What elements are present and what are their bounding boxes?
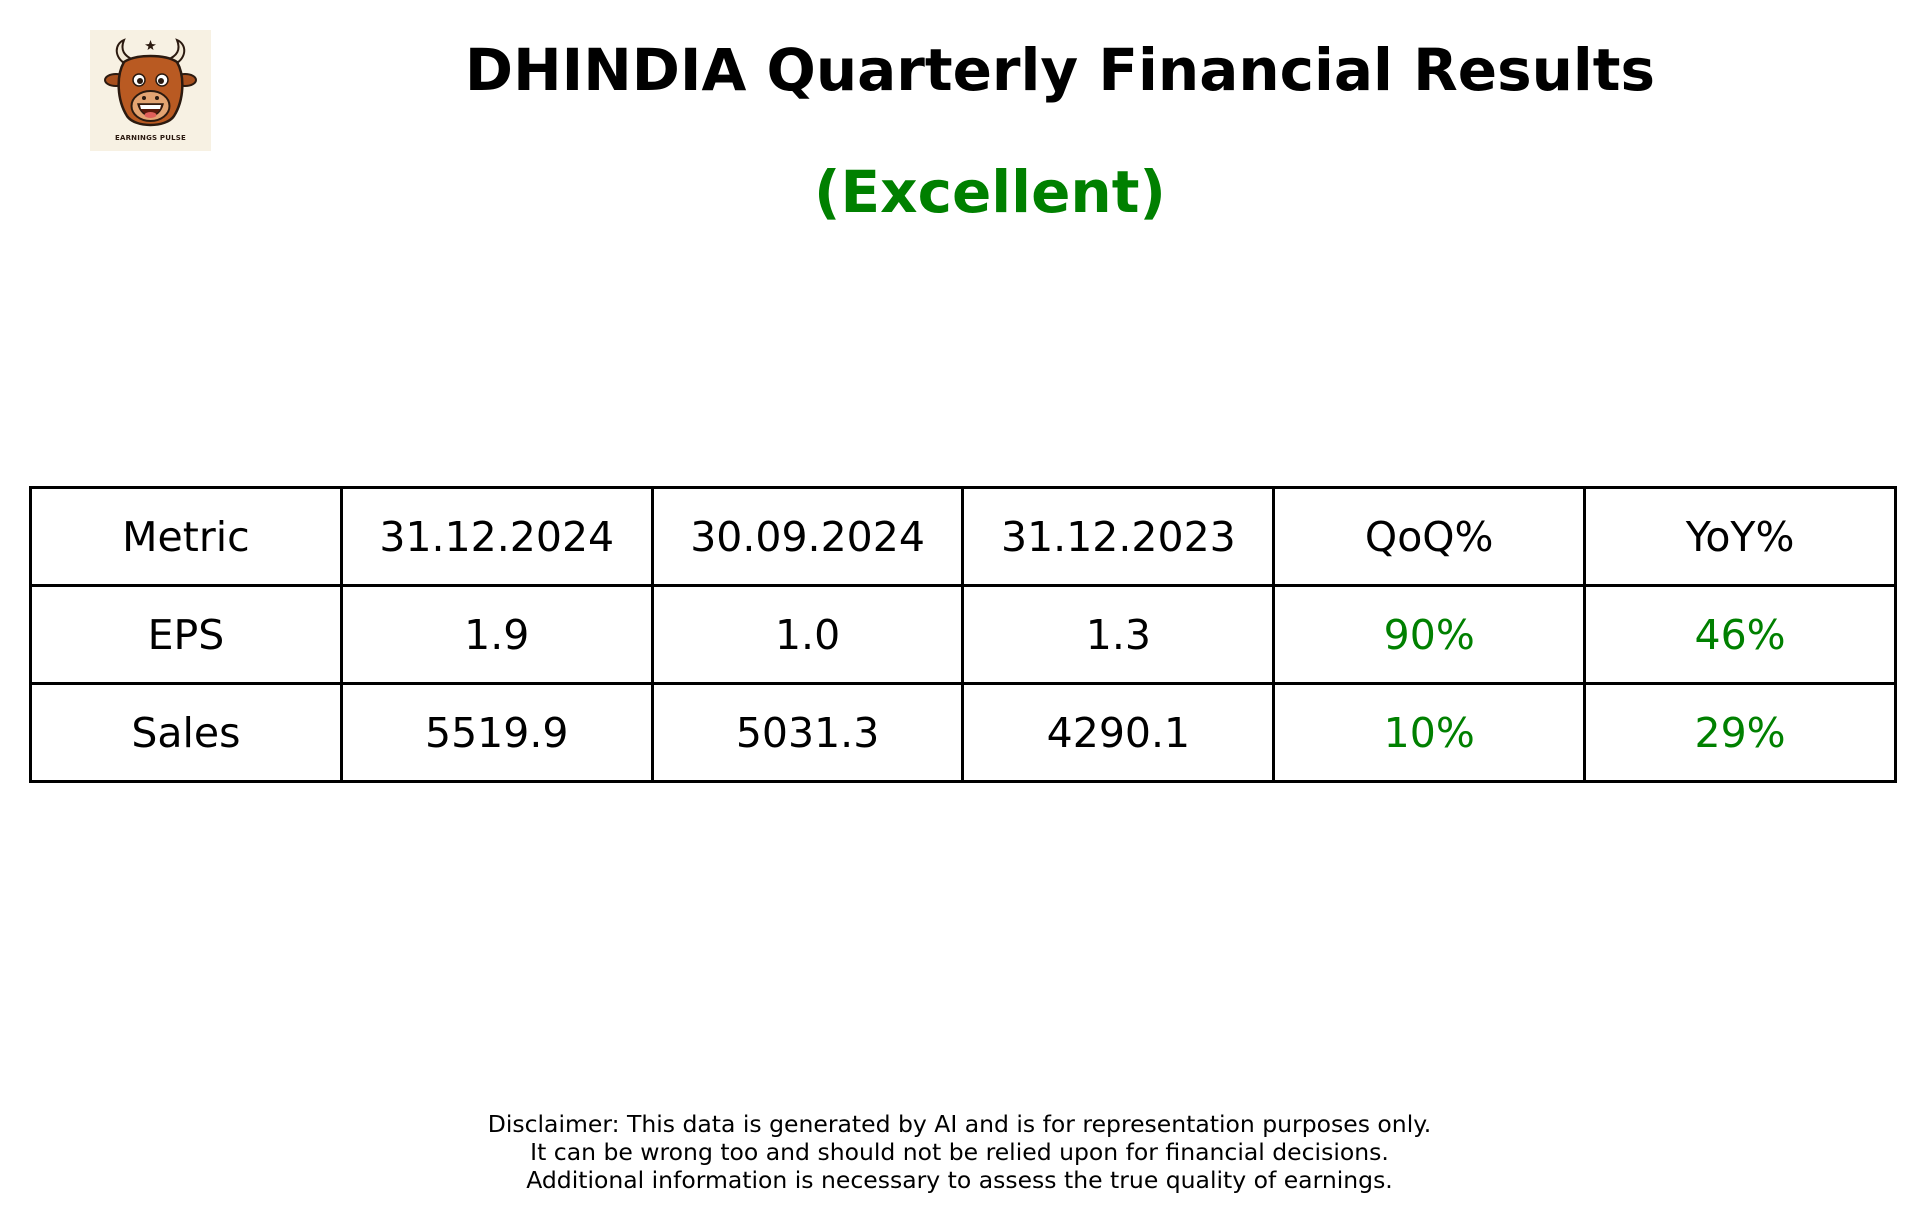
header-cell-metric: Metric — [29, 486, 343, 587]
disclaimer: Disclaimer: This data is generated by AI… — [0, 1110, 1919, 1194]
header-cell-yoy: YoY% — [1583, 486, 1897, 587]
metric-cell: EPS — [29, 584, 343, 685]
value-cell-previous-quarter: 1.0 — [650, 584, 965, 685]
yoy-change-cell: 46% — [1583, 584, 1897, 685]
value-cell-current: 5519.9 — [339, 682, 654, 783]
table-row-sales: Sales 5519.9 5031.3 4290.1 10% 29% — [29, 682, 1897, 783]
header-cell-previous-year: 31.12.2023 — [961, 486, 1276, 587]
disclaimer-line: Additional information is necessary to a… — [526, 1166, 1393, 1194]
logo-text: EARNINGS PULSE — [114, 134, 187, 142]
page-title: DHINDIA Quarterly Financial Results — [464, 36, 1656, 104]
results-table: Metric 31.12.2024 30.09.2024 31.12.2023 … — [29, 486, 1897, 783]
earnings-pulse-logo: EARNINGS PULSE — [90, 30, 211, 151]
yoy-change-cell: 29% — [1583, 682, 1897, 783]
header-cell-qoq: QoQ% — [1272, 486, 1587, 587]
metric-cell: Sales — [29, 682, 343, 783]
disclaimer-line: It can be wrong too and should not be re… — [530, 1138, 1389, 1166]
qoq-change-cell: 90% — [1272, 584, 1587, 685]
value-cell-previous-quarter: 5031.3 — [650, 682, 965, 783]
table-row-eps: EPS 1.9 1.0 1.3 90% 46% — [29, 584, 1897, 685]
value-cell-current: 1.9 — [339, 584, 654, 685]
bull-mascot-icon — [104, 38, 197, 127]
disclaimer-line: Disclaimer: This data is generated by AI… — [487, 1110, 1432, 1138]
qoq-change-cell: 10% — [1272, 682, 1587, 783]
value-cell-previous-year: 4290.1 — [961, 682, 1276, 783]
header-cell-previous-quarter: 30.09.2024 — [650, 486, 965, 587]
rating-label: (Excellent) — [814, 158, 1166, 226]
value-cell-previous-year: 1.3 — [961, 584, 1276, 685]
header-cell-current-quarter: 31.12.2024 — [339, 486, 654, 587]
table-header-row: Metric 31.12.2024 30.09.2024 31.12.2023 … — [29, 486, 1897, 587]
